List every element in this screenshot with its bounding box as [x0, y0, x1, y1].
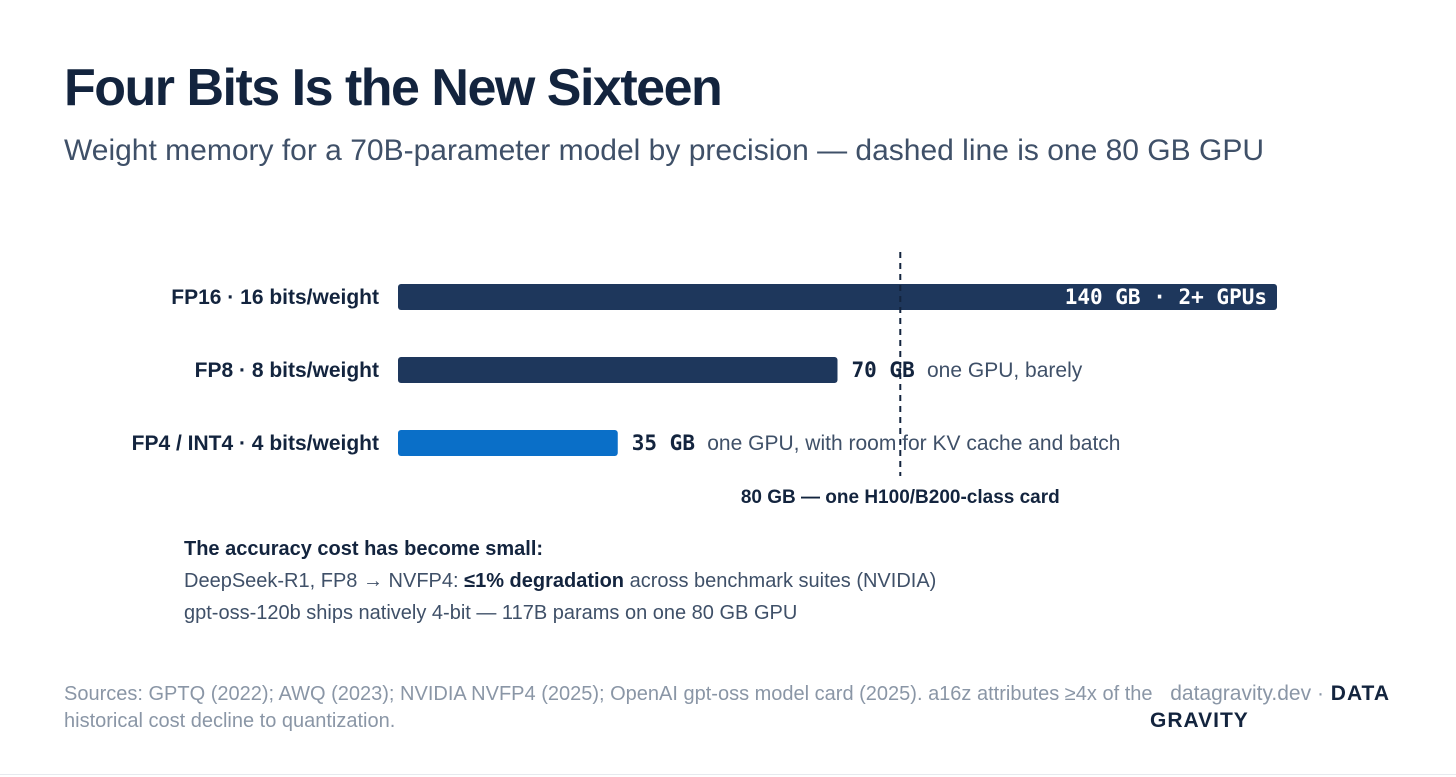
- note-deepseek-post: across benchmark suites (NVIDIA): [624, 570, 937, 592]
- notes-heading: The accuracy cost has become small:: [184, 538, 544, 560]
- brand-line2: GRAVITY: [1150, 709, 1249, 732]
- note-gpt-oss: gpt-oss-120b ships natively 4-bit — 117B…: [184, 602, 798, 624]
- bar-2: [398, 430, 618, 456]
- annotation-1: one GPU, barely: [927, 359, 1083, 382]
- value-label-0: 140 GB · 2+ GPUs: [1065, 285, 1267, 309]
- accuracy-notes: The accuracy cost has become small: Deep…: [184, 538, 936, 625]
- reference-line-label: 80 GB — one H100/B200-class card: [741, 487, 1060, 508]
- category-label-1: FP8 · 8 bits/weight: [195, 359, 379, 382]
- note-deepseek-bold: ≤1% degradation: [464, 570, 625, 592]
- note-deepseek: DeepSeek-R1, FP8 → NVFP4: ≤1% degradatio…: [184, 570, 936, 593]
- bar-chart: FP16 · 16 bits/weight 140 GB · 2+ GPUs FP8…: [132, 252, 1277, 508]
- site-link[interactable]: datagravity.dev ·: [1170, 682, 1324, 705]
- chart-subtitle: Weight memory for a 70B-parameter model …: [64, 134, 1264, 167]
- bar-0: [398, 284, 1277, 310]
- bar-1: [398, 357, 838, 383]
- value-label-1: 70 GB: [852, 358, 915, 382]
- value-label-2: 35 GB: [632, 431, 695, 455]
- annotation-2: one GPU, with room for KV cache and batc…: [707, 432, 1120, 455]
- note-deepseek-pre: DeepSeek-R1, FP8 → NVFP4:: [184, 570, 465, 592]
- category-label-0: FP16 · 16 bits/weight: [171, 286, 379, 309]
- brand-line1: DATA: [1330, 682, 1390, 705]
- sources-text: Sources: GPTQ (2022); AWQ (2023); NVIDIA…: [64, 683, 1153, 732]
- chart-title: Four Bits Is the New Sixteen: [64, 59, 723, 117]
- footer-divider: [0, 774, 1456, 775]
- category-label-2: FP4 / INT4 · 4 bits/weight: [132, 432, 379, 455]
- brand-block: datagravity.dev · DATA GRAVITY: [1150, 680, 1390, 734]
